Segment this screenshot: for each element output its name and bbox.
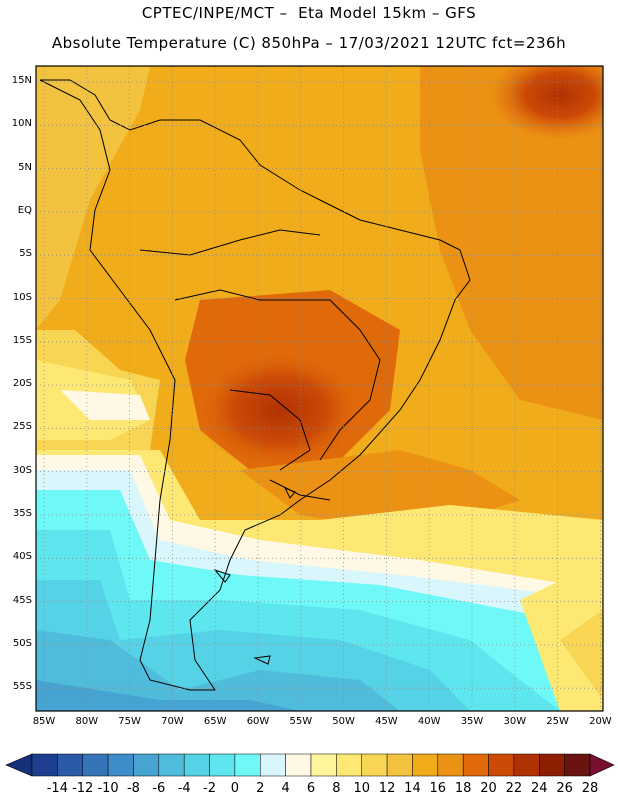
latitude-label: 40S (12, 551, 32, 563)
latitude-label: 5S (19, 248, 32, 260)
longitude-label: 25W (546, 716, 569, 727)
colorbar-tick-label: 12 (378, 781, 396, 796)
colorbar-tick-label: -12 (72, 781, 94, 796)
latitude-label: 55S (12, 681, 32, 693)
colorbar-swatch (412, 753, 439, 777)
colorbar-max-arrow (589, 753, 615, 777)
longitude-label: 80W (75, 716, 99, 727)
colorbar-tick-label: -8 (126, 781, 140, 796)
latitude-label: 50S (12, 637, 32, 649)
colorbar-tick-label: 16 (429, 781, 447, 796)
colorbar-swatch (437, 753, 464, 777)
latitude-label: 10S (12, 291, 32, 303)
chart-title-line-2: Absolute Temperature (C) 850hPa – 17/03/… (51, 34, 567, 52)
colorbar-tick-label: -2 (203, 781, 217, 796)
country-border (229, 389, 311, 471)
colorbar-tick-label: 22 (505, 781, 523, 796)
colorbar-swatch (260, 753, 286, 777)
longitude-label: 85W (32, 716, 56, 727)
country-border (269, 479, 331, 501)
colorbar-tick-label: 28 (581, 781, 599, 796)
map-border (35, 65, 604, 712)
longitude-label: 55W (289, 716, 313, 727)
latitude-label: 15N (11, 75, 32, 86)
colorbar-tick-label: 8 (332, 781, 341, 796)
longitude-label: 35W (460, 716, 484, 727)
longitude-label: 75W (118, 716, 141, 727)
colorbar-tick-label: -10 (97, 781, 119, 796)
latitude-label: 45S (12, 594, 32, 606)
colorbar-swatch (539, 753, 565, 777)
island (283, 487, 296, 499)
colorbar-swatch (183, 753, 210, 777)
colorbar-swatch (361, 753, 388, 777)
colorbar-swatch (133, 753, 160, 777)
colorbar-swatch (513, 753, 540, 777)
colorbar-tick-label: 26 (556, 781, 573, 796)
island (213, 568, 231, 583)
latitude-label: 10N (11, 118, 32, 130)
colorbar-swatch (488, 753, 515, 777)
colorbar-swatch (336, 753, 362, 777)
colorbar-swatch (285, 753, 312, 777)
colorbar-tick-label: 20 (480, 781, 497, 796)
colorbar-swatch (564, 753, 591, 777)
longitude-label: 30W (503, 716, 527, 727)
colorbar-tick-label: 2 (256, 781, 265, 796)
colorbar-swatch (107, 753, 134, 777)
longitude-label: 50W (332, 716, 355, 727)
colorbar-swatch (31, 753, 58, 777)
colorbar-tick-label: 24 (530, 781, 548, 796)
warm-anomaly-central-south-america (195, 350, 365, 470)
colorbar-swatch (82, 753, 109, 777)
longitude-label: 65W (203, 716, 227, 727)
warm-anomaly-northeast (490, 66, 603, 140)
latitude-label: EQ (17, 204, 32, 216)
longitude-label: 20W (589, 716, 612, 727)
country-border (174, 289, 381, 461)
country-border (139, 229, 321, 256)
colorbar-min-arrow (5, 753, 33, 777)
colorbar-swatch (386, 753, 413, 777)
longitude-label: 60W (246, 716, 270, 727)
longitude-label: 70W (161, 716, 184, 727)
colorbar-swatch (57, 753, 83, 777)
colorbar-tick-label: 14 (404, 781, 421, 796)
colorbar-tick-label: 10 (353, 781, 370, 796)
longitude-label: 45W (375, 716, 398, 727)
colorbar (5, 753, 615, 777)
colorbar-tick-label: -4 (177, 781, 191, 796)
colorbar-swatch (462, 753, 489, 777)
longitude-label: 40W (417, 716, 441, 727)
colorbar-swatch (310, 753, 337, 777)
latitude-label: 5N (18, 161, 32, 173)
colorbar-tick-label: 4 (281, 781, 290, 796)
latitude-label: 35S (12, 508, 32, 519)
colorbar-swatch (158, 753, 185, 777)
colorbar-tick-label: -14 (46, 781, 68, 796)
latitude-label: 20S (12, 378, 32, 390)
south-america-outline (39, 79, 471, 691)
colorbar-tick-label: -6 (152, 781, 166, 796)
island (253, 655, 271, 665)
colorbar-swatch (234, 753, 261, 777)
graticule (36, 66, 603, 711)
latitude-label: 30S (12, 464, 32, 476)
colorbar-tick-label: 0 (230, 781, 240, 796)
latitude-label: 15S (12, 334, 32, 346)
colorbar-tick-label: 18 (454, 781, 472, 796)
chart-title-line-1: CPTEC/INPE/MCT – Eta Model 15km – GFS (141, 4, 477, 22)
colorbar-tick-label: 6 (306, 781, 316, 796)
coastline-and-borders (39, 79, 471, 691)
latitude-label: 25S (12, 421, 32, 433)
temperature-field (36, 66, 603, 711)
colorbar-swatch (209, 753, 236, 777)
